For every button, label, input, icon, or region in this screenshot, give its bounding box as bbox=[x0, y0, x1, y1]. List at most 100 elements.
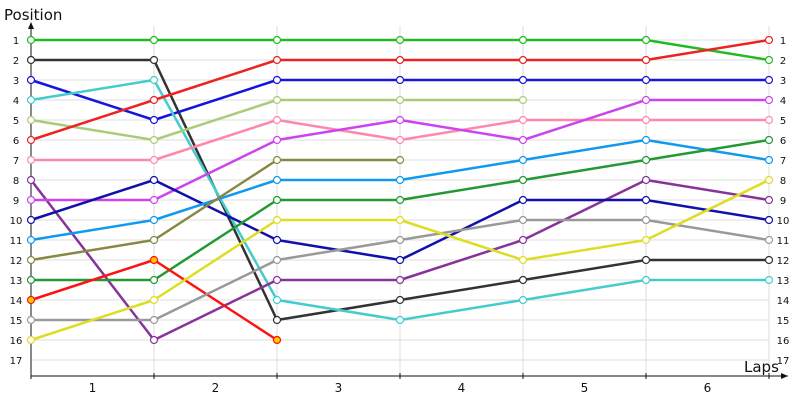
series-point-2 bbox=[26, 55, 36, 65]
series-point-9 bbox=[518, 135, 528, 145]
series-point-13 bbox=[26, 275, 36, 285]
y-tick-label-right: 14 bbox=[777, 296, 790, 307]
series-point-5 bbox=[149, 135, 159, 145]
series-point-13 bbox=[272, 195, 282, 205]
series-point-8 bbox=[518, 235, 528, 245]
series-point-9 bbox=[641, 95, 651, 105]
series-point-7 bbox=[272, 115, 282, 125]
y-tick-label-right: 2 bbox=[780, 56, 786, 67]
series-point-15 bbox=[395, 235, 405, 245]
y-tick-label-left: 8 bbox=[13, 176, 19, 187]
series-point-7 bbox=[26, 155, 36, 165]
y-tick-label-right: 3 bbox=[780, 76, 786, 87]
series-point-14 bbox=[272, 335, 282, 345]
y-tick-label-left: 9 bbox=[13, 196, 19, 207]
series-point-4 bbox=[518, 295, 528, 305]
y-tick-label-left: 4 bbox=[13, 96, 19, 107]
series-point-10 bbox=[395, 255, 405, 265]
series-point-14 bbox=[149, 255, 159, 265]
series-point-15 bbox=[518, 215, 528, 225]
series-point-8 bbox=[149, 335, 159, 345]
y-tick-label-right: 17 bbox=[777, 356, 790, 367]
y-tick-label-right: 9 bbox=[780, 196, 786, 207]
series-point-5 bbox=[518, 95, 528, 105]
series-point-11 bbox=[764, 155, 774, 165]
x-axis-arrow bbox=[781, 373, 788, 379]
series-point-6 bbox=[395, 55, 405, 65]
series-point-13 bbox=[641, 155, 651, 165]
series-point-6 bbox=[764, 35, 774, 45]
x-tick-label: 3 bbox=[335, 381, 343, 395]
series-point-13 bbox=[149, 275, 159, 285]
x-tick-label: 2 bbox=[212, 381, 220, 395]
series-point-7 bbox=[641, 115, 651, 125]
y-tick-label-left: 13 bbox=[10, 276, 23, 287]
series-point-8 bbox=[26, 175, 36, 185]
y-tick-label-right: 1 bbox=[780, 36, 786, 47]
y-tick-label-right: 12 bbox=[777, 256, 790, 267]
series-point-16 bbox=[149, 295, 159, 305]
series-point-3 bbox=[272, 75, 282, 85]
series-point-9 bbox=[764, 95, 774, 105]
y-tick-label-left: 16 bbox=[10, 336, 23, 347]
y-tick-label-right: 5 bbox=[780, 116, 786, 127]
series-point-7 bbox=[764, 115, 774, 125]
y-tick-label-left: 14 bbox=[10, 296, 23, 307]
y-tick-label-left: 17 bbox=[10, 356, 23, 367]
series-point-11 bbox=[641, 135, 651, 145]
series-point-5 bbox=[272, 95, 282, 105]
series-point-4 bbox=[272, 295, 282, 305]
y-tick-label-right: 8 bbox=[780, 176, 786, 187]
series-point-11 bbox=[26, 235, 36, 245]
series-point-1 bbox=[764, 55, 774, 65]
series-point-15 bbox=[26, 315, 36, 325]
y-tick-label-left: 1 bbox=[13, 36, 19, 47]
y-tick-label-right: 15 bbox=[777, 316, 790, 327]
y-tick-label-left: 2 bbox=[13, 56, 19, 67]
series-point-16 bbox=[272, 215, 282, 225]
series-point-1 bbox=[149, 35, 159, 45]
series-point-12 bbox=[272, 155, 282, 165]
series-point-5 bbox=[26, 115, 36, 125]
series-point-15 bbox=[149, 315, 159, 325]
series-point-14 bbox=[26, 295, 36, 305]
series-point-6 bbox=[518, 55, 528, 65]
series-point-15 bbox=[641, 215, 651, 225]
series-point-9 bbox=[395, 115, 405, 125]
y-tick-label-right: 13 bbox=[777, 276, 790, 287]
series-point-10 bbox=[641, 195, 651, 205]
y-tick-label-left: 6 bbox=[13, 136, 19, 147]
series-point-4 bbox=[26, 95, 36, 105]
y-axis-title: Position bbox=[4, 6, 62, 24]
y-tick-label-left: 11 bbox=[10, 236, 23, 247]
series-point-8 bbox=[395, 275, 405, 285]
series-point-12 bbox=[149, 235, 159, 245]
series-point-3 bbox=[518, 75, 528, 85]
y-tick-label-left: 7 bbox=[13, 156, 19, 167]
x-tick-label: 1 bbox=[89, 381, 97, 395]
series-point-6 bbox=[272, 55, 282, 65]
x-axis-title: Laps bbox=[744, 358, 779, 376]
series-point-3 bbox=[149, 115, 159, 125]
series-point-2 bbox=[518, 275, 528, 285]
series-point-13 bbox=[395, 195, 405, 205]
y-tick-label-right: 7 bbox=[780, 156, 786, 167]
x-tick-label: 4 bbox=[458, 381, 466, 395]
series-point-1 bbox=[26, 35, 36, 45]
series-point-6 bbox=[26, 135, 36, 145]
series-point-1 bbox=[518, 35, 528, 45]
series-point-3 bbox=[764, 75, 774, 85]
series-point-11 bbox=[149, 215, 159, 225]
series-point-10 bbox=[26, 215, 36, 225]
series-point-9 bbox=[149, 195, 159, 205]
series-point-11 bbox=[395, 175, 405, 185]
series-point-2 bbox=[641, 255, 651, 265]
y-tick-label-left: 5 bbox=[13, 116, 19, 127]
y-tick-label-left: 10 bbox=[10, 216, 23, 227]
series-point-5 bbox=[395, 95, 405, 105]
series-point-2 bbox=[272, 315, 282, 325]
series-point-16 bbox=[518, 255, 528, 265]
series-point-2 bbox=[149, 55, 159, 65]
